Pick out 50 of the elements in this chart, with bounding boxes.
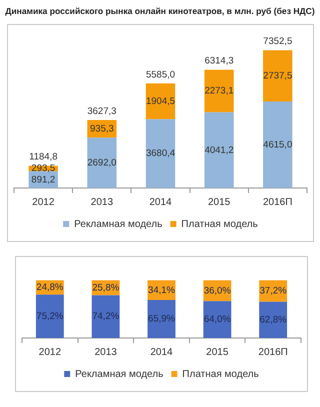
data-label: 3680,4 xyxy=(146,148,176,160)
data-label: 891,2 xyxy=(31,174,56,186)
data-label: 2692,0 xyxy=(87,157,116,168)
data-label: 37,2% xyxy=(260,286,288,297)
legend-label: Рекламная модель xyxy=(74,218,162,230)
data-label: 24,8% xyxy=(36,282,64,294)
total-label: 3627,3 xyxy=(87,106,116,117)
x-tick-label: 2013 xyxy=(90,196,114,208)
bar xyxy=(146,119,176,188)
bar xyxy=(204,70,234,112)
data-label: 25,8% xyxy=(92,282,120,294)
data-label: 62,8% xyxy=(260,314,288,326)
data-label: 2273,1 xyxy=(204,86,234,97)
data-label: 74,2% xyxy=(92,311,120,322)
x-tick-label: 2012 xyxy=(38,346,62,358)
data-label: 2737,5 xyxy=(263,70,292,82)
data-label: 4041,2 xyxy=(204,144,234,156)
data-label: 65,9% xyxy=(148,314,176,325)
total-label: 1184,8 xyxy=(29,152,58,163)
data-label: 4615,0 xyxy=(263,139,292,150)
data-label: 935,3 xyxy=(90,123,114,134)
x-tick-label: 2015 xyxy=(208,196,231,208)
bar xyxy=(263,50,292,102)
legend-label: Платная модель xyxy=(182,368,259,380)
legend-label: Платная модель xyxy=(181,218,258,230)
bar xyxy=(92,295,120,338)
bar xyxy=(259,302,288,338)
total-label: 6314,3 xyxy=(204,56,234,67)
total-label: 5585,0 xyxy=(146,69,176,80)
data-label: 64,0% xyxy=(204,314,232,326)
x-tick-label: 2016П xyxy=(258,346,288,358)
bar xyxy=(36,294,64,338)
x-tick-label: 2012 xyxy=(32,196,55,208)
x-tick-label: 2014 xyxy=(149,196,172,208)
bar xyxy=(263,102,292,188)
total-label: 7352,5 xyxy=(263,36,292,48)
bar xyxy=(87,138,117,188)
x-tick-label: 2015 xyxy=(206,346,229,358)
legend-label: Рекламная модель xyxy=(75,368,164,380)
x-tick-label: 2013 xyxy=(94,346,118,358)
chart-title: Динамика российского рынка онлайн кинотеатров, в млн. руб (без НДС) xyxy=(4,6,316,16)
x-tick-label: 2014 xyxy=(150,346,174,358)
bar xyxy=(204,112,234,188)
data-label: 36,0% xyxy=(204,285,232,296)
data-label: 34,1% xyxy=(148,284,176,296)
x-tick-label: 2016П xyxy=(262,196,292,208)
data-label: 75,2% xyxy=(36,310,64,322)
bar xyxy=(148,300,176,338)
data-label: 1904,5 xyxy=(146,96,176,107)
bar xyxy=(203,301,232,338)
